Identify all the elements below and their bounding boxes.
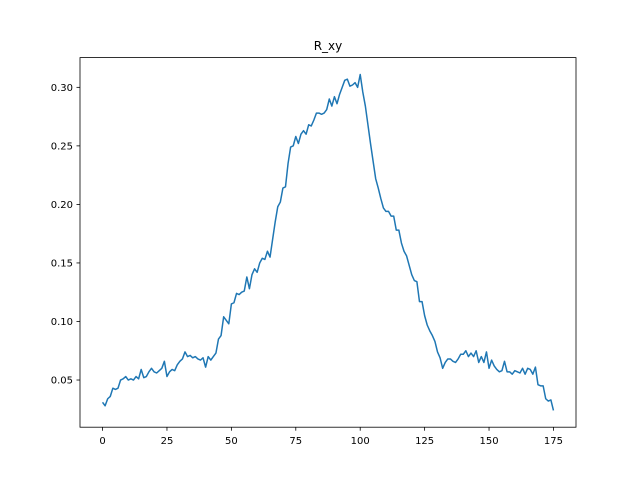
axes-frame bbox=[79, 57, 577, 428]
x-tick-label: 50 bbox=[225, 436, 238, 447]
y-tick-label: 0.20 bbox=[51, 200, 73, 211]
x-tick-label: 150 bbox=[479, 436, 498, 447]
x-tick-label: 175 bbox=[544, 436, 563, 447]
x-tick-label: 100 bbox=[351, 436, 370, 447]
y-tick-label: 0.05 bbox=[51, 376, 73, 387]
y-tick-label: 0.15 bbox=[51, 258, 73, 269]
y-tick-label: 0.25 bbox=[51, 141, 73, 152]
chart-title: R_xy bbox=[314, 39, 343, 53]
x-tick-label: 0 bbox=[99, 436, 105, 447]
data-line bbox=[101, 73, 555, 411]
y-tick-label: 0.10 bbox=[51, 317, 73, 328]
x-tick-label: 25 bbox=[161, 436, 174, 447]
y-tick-label: 0.30 bbox=[51, 83, 73, 94]
x-tick-label: 125 bbox=[415, 436, 434, 447]
x-tick-label: 75 bbox=[289, 436, 302, 447]
